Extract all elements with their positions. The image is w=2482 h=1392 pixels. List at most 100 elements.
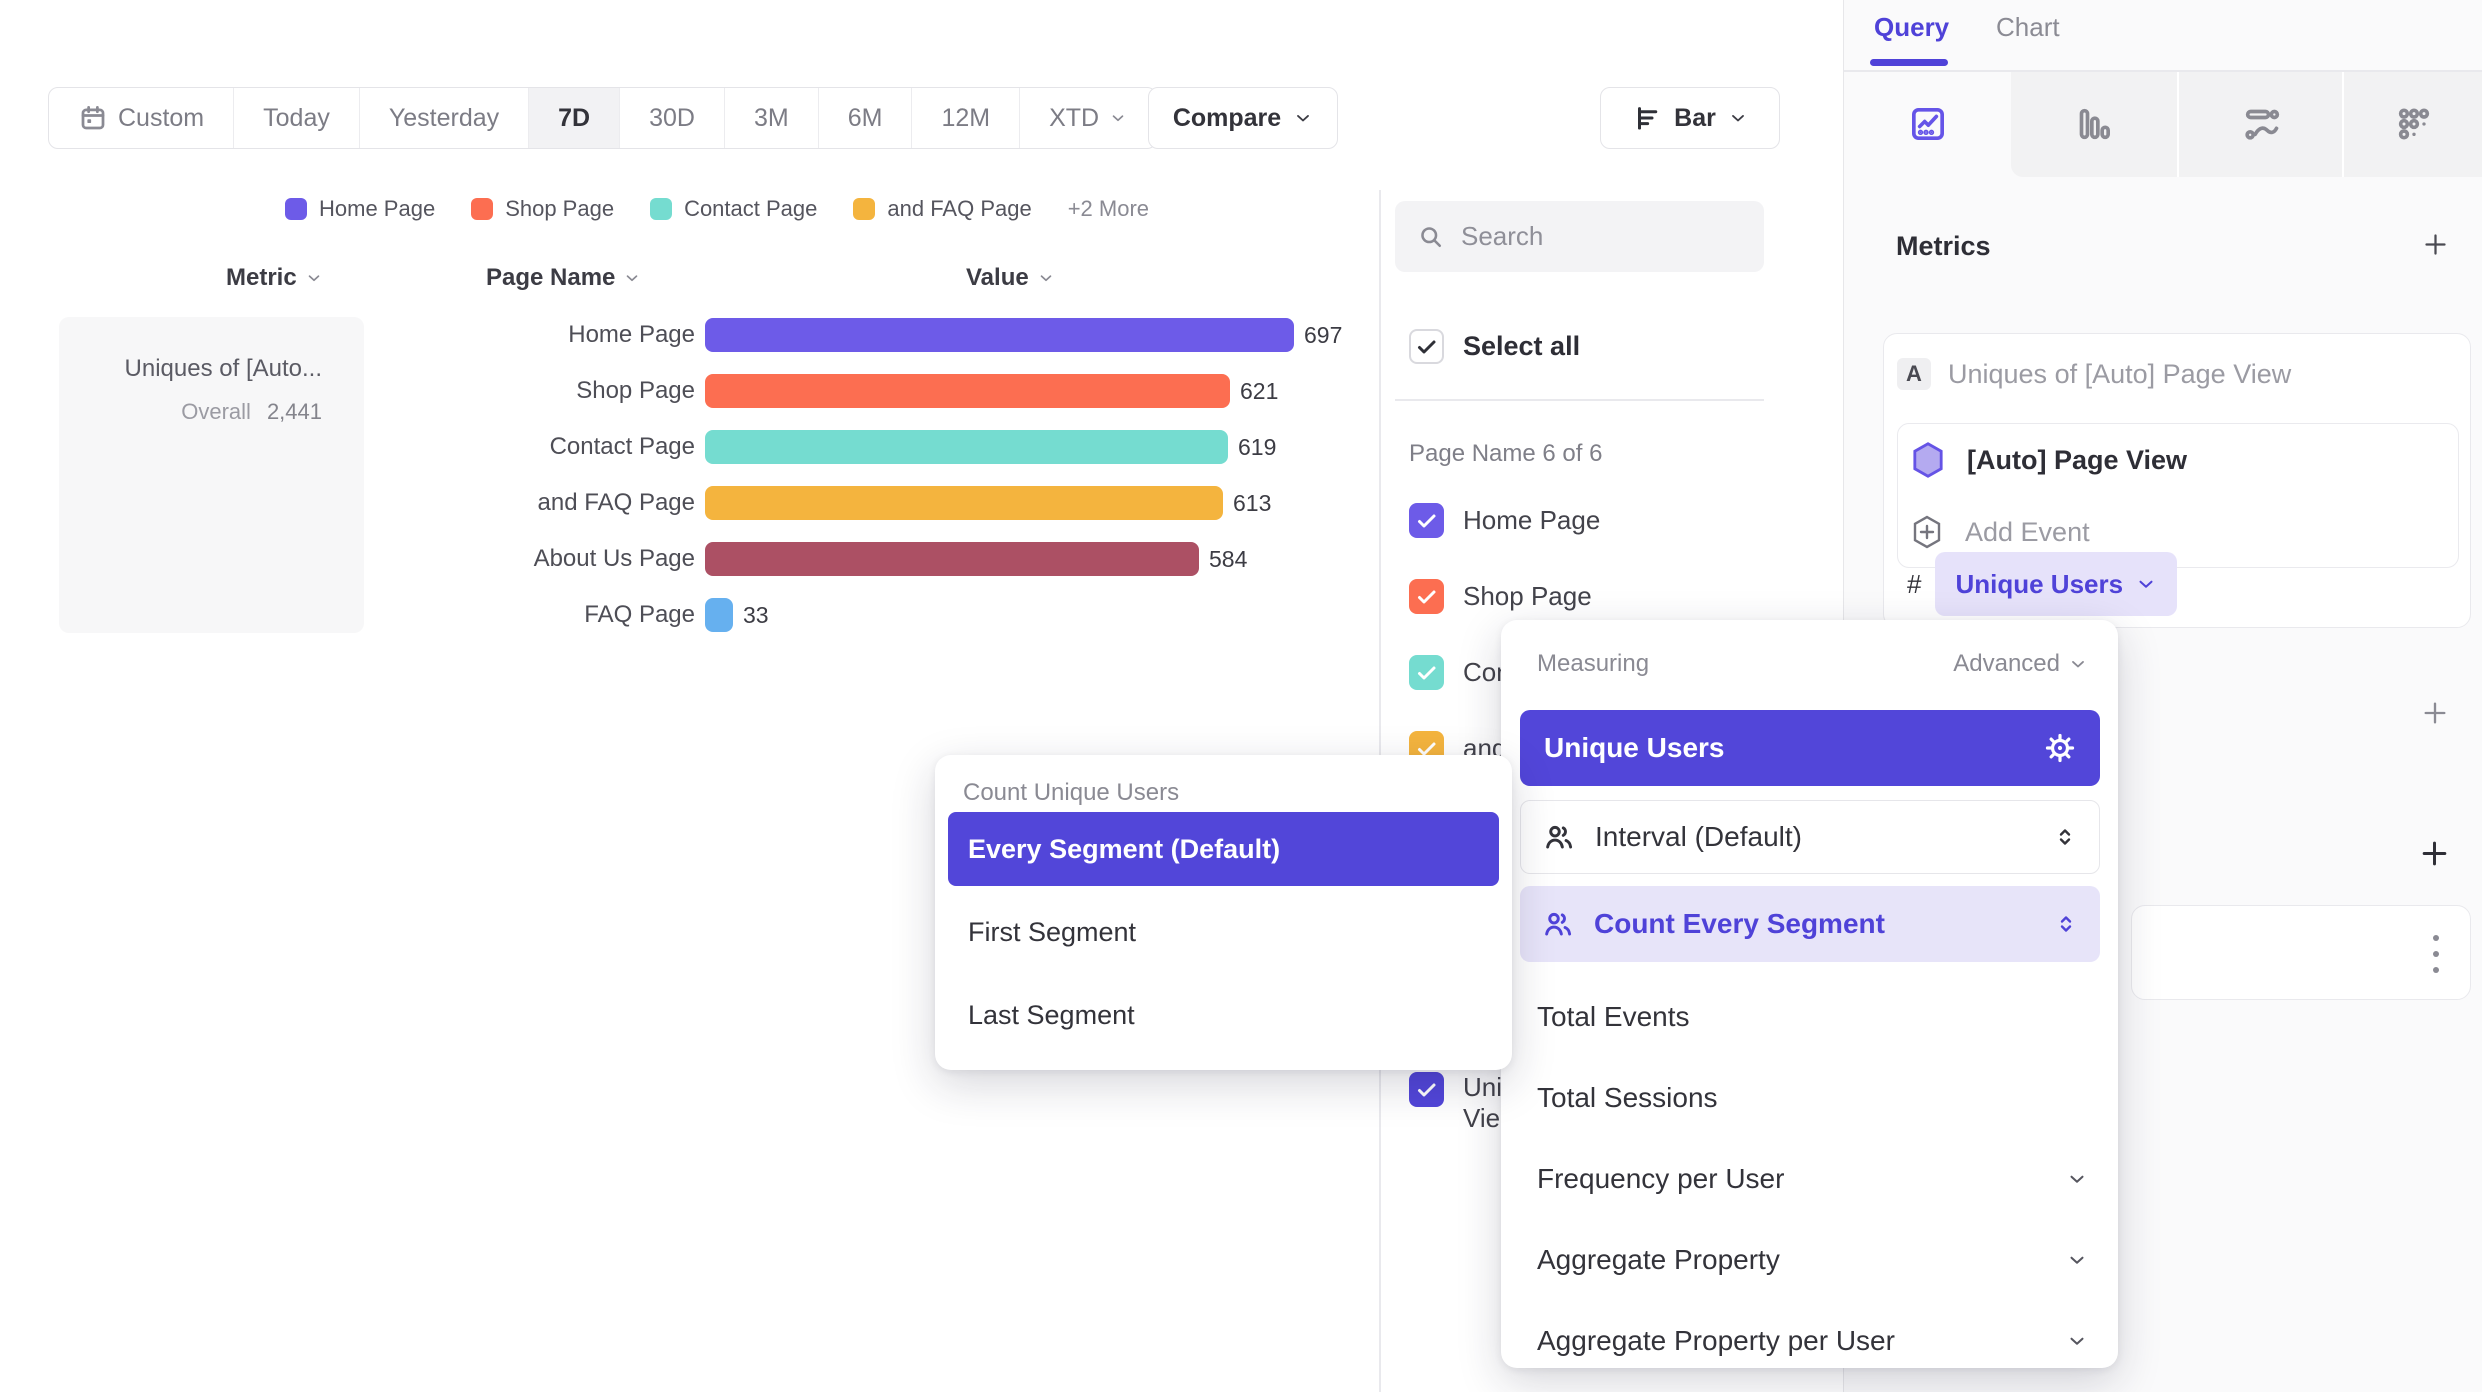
add-filter-icon[interactable] [2421,699,2449,727]
date-range-30d[interactable]: 30D [619,88,724,148]
segment-checkbox[interactable] [1409,503,1444,538]
report-tab-insights-line-chart[interactable] [1844,72,2011,177]
metric-name-input[interactable]: Uniques of [Auto] Page View [1948,358,2292,389]
tab-query[interactable]: Query [1874,12,1950,42]
legend-item[interactable]: and FAQ Page [853,196,1032,222]
bar[interactable] [705,598,733,632]
chevron-down-icon [305,269,323,287]
measuring-option-unique-users[interactable]: Unique Users [1520,710,2100,786]
bar-value-label: 33 [743,601,769,628]
chevron-down-icon [2066,1249,2088,1271]
column-header-value[interactable]: Value [966,264,1055,292]
column-header-page-name[interactable]: Page Name [486,264,641,292]
measuring-option-frequency-per-user[interactable]: Frequency per User [1537,1138,2088,1219]
add-metric-icon[interactable] [2422,231,2449,258]
report-tab-bar-columns[interactable] [2011,71,2177,177]
legend-more[interactable]: +2 More [1067,196,1150,221]
measuring-option-label: Aggregate Property per User [1537,1324,1895,1356]
measuring-option-label: Total Events [1537,1000,1690,1032]
date-range-12m[interactable]: 12M [911,88,1019,148]
segment-list-item[interactable]: Shop Page [1409,579,1638,614]
add-breakdown-icon[interactable] [2419,838,2450,869]
select-all-row[interactable]: Select all [1409,329,1580,364]
interval-selector[interactable]: Interval (Default) [1520,800,2100,874]
measuring-options-list: Total Events Total Sessions Frequency per … [1537,976,2088,1381]
measuring-option-aggregate-property-per-user[interactable]: Aggregate Property per User [1537,1300,2088,1381]
segment-list-item-truncated[interactable]: Uni Vie [1409,1072,1502,1134]
kebab-menu-icon[interactable] [2424,930,2448,978]
legend-item[interactable]: Shop Page [471,196,614,222]
count-option-last-segment[interactable]: Last Segment [968,999,1135,1030]
measuring-option-aggregate-property[interactable]: Aggregate Property [1537,1219,2088,1300]
date-range-xtd[interactable]: XTD [1019,88,1156,148]
segment-list-item[interactable]: Home Page [1409,503,1638,538]
count-option-every-segment-default-[interactable]: Every Segment (Default) [948,812,1499,886]
hexagon-event-icon [1911,441,1945,479]
measuring-popover: Measuring Advanced Unique Users Interval… [1501,620,2118,1368]
measurement-dropdown[interactable]: Unique Users [1935,552,2178,616]
segment-checkbox[interactable] [1409,1072,1444,1107]
select-all-checkbox[interactable] [1409,329,1444,364]
legend-color-chip [853,198,876,220]
metric-summary-card: Uniques of [Auto... Overall 2,441 [59,317,364,633]
segment-label: Home Page [1463,505,1601,535]
date-range-label: 3M [753,103,789,132]
date-range-today[interactable]: Today [233,88,359,148]
report-type-tabs [1844,71,2482,177]
measuring-option-total-events[interactable]: Total Events [1537,976,2088,1057]
search-input[interactable] [1461,221,1731,252]
segment-checkbox[interactable] [1409,579,1444,614]
legend-item[interactable]: Contact Page [650,196,817,222]
legend-label: and FAQ Page [887,196,1032,221]
column-header-metric[interactable]: Metric [226,264,323,292]
count-option-first-segment[interactable]: First Segment [968,916,1137,947]
measuring-option-label: Total Sessions [1537,1081,1718,1113]
search-icon [1417,223,1445,251]
legend-label: Shop Page [505,196,615,221]
panel-hairline [1844,70,2482,72]
bar[interactable] [705,486,1223,520]
date-range-yesterday[interactable]: Yesterday [358,88,528,148]
bar[interactable] [705,318,1294,352]
date-range-label: Yesterday [388,103,500,132]
advanced-toggle[interactable]: Advanced [1953,650,2088,678]
calendar-icon [78,103,108,133]
legend-label: Home Page [319,196,436,221]
segment-checkbox[interactable] [1409,655,1444,690]
advanced-label: Advanced [1953,650,2060,677]
chevron-down-icon [1293,108,1313,128]
interval-label: Interval (Default) [1595,821,1802,852]
legend-color-chip [471,198,494,220]
bar[interactable] [705,542,1199,576]
date-range-3m[interactable]: 3M [723,88,818,148]
compare-button[interactable]: Compare [1148,87,1338,149]
bar[interactable] [705,374,1230,408]
add-event-row[interactable]: Add Event [1898,496,2458,568]
event-row[interactable]: [Auto] Page View [1898,424,2458,496]
legend-item[interactable]: Home Page [285,196,435,222]
count-segment-selector[interactable]: Count Every Segment [1520,886,2100,962]
measuring-option-total-sessions[interactable]: Total Sessions [1537,1057,2088,1138]
measurement-label: Unique Users [1955,568,2124,599]
gear-icon[interactable] [2044,732,2076,764]
date-range-custom[interactable]: Custom [49,88,233,148]
chevron-down-icon [2135,573,2157,595]
overall-label: Overall [181,399,251,424]
report-tab-retention-grid[interactable] [2342,71,2482,177]
chart-type-button[interactable]: Bar [1600,87,1780,149]
date-range-label: Today [263,103,330,132]
report-tab-flow[interactable] [2177,71,2342,177]
bar-chart-row: and FAQ Page 613 [380,486,1380,520]
date-range-6m[interactable]: 6M [817,88,912,148]
tab-chart[interactable]: Chart [1996,12,2060,42]
date-range-7d[interactable]: 7D [528,88,620,148]
active-tab-underline [1870,59,1948,66]
number-type-symbol: # [1907,568,1922,599]
measuring-option-label: Frequency per User [1537,1162,1785,1194]
measuring-option-label: Aggregate Property [1537,1243,1780,1275]
truncated-label-line1: Uni [1463,1072,1503,1102]
legend-color-chip [650,198,673,220]
chevron-down-icon [1037,269,1055,287]
page-name-header-label: Page Name [486,264,616,291]
bar[interactable] [705,430,1228,464]
